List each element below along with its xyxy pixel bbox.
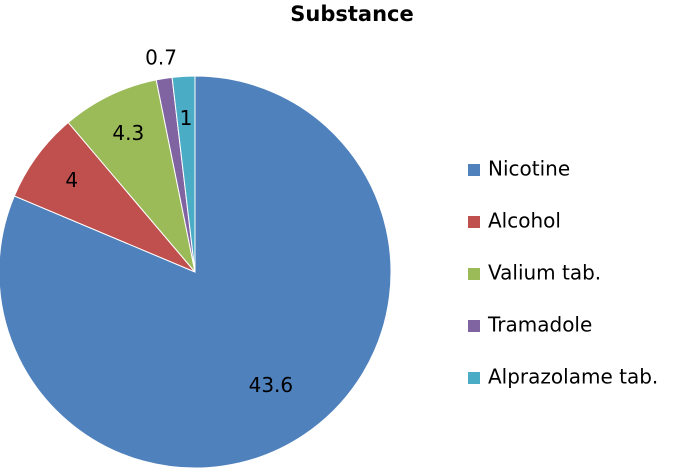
- data-label: 4.3: [112, 121, 144, 145]
- chart-title: Substance: [290, 2, 413, 26]
- legend-label: Alcohol: [488, 209, 561, 233]
- pie-slice: [171, 75, 196, 273]
- legend-swatch: [468, 320, 480, 332]
- legend-swatch: [468, 268, 480, 280]
- pie-slice: [67, 79, 196, 273]
- data-label: 4: [65, 168, 78, 192]
- legend-swatch: [468, 216, 480, 228]
- legend-label: Nicotine: [488, 157, 570, 181]
- legend-label: Tramadole: [487, 313, 592, 337]
- data-label: 0.7: [145, 46, 177, 70]
- legend-label: Alprazolame tab.: [488, 365, 658, 389]
- legend-label: Valium tab.: [488, 261, 601, 285]
- legend-swatch: [468, 164, 480, 176]
- data-label: 1: [180, 106, 193, 130]
- data-label: 43.6: [249, 373, 294, 397]
- legend-swatch: [468, 372, 480, 384]
